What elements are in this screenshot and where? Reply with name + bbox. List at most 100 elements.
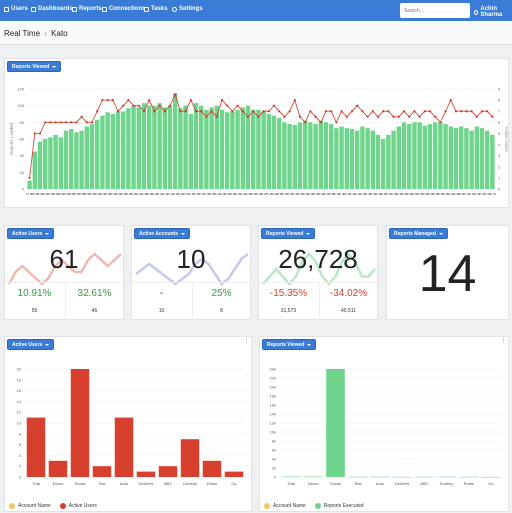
bar <box>126 108 131 189</box>
line-point <box>371 110 374 113</box>
bar <box>271 115 277 189</box>
x-tick-label: 16:22 <box>229 192 237 196</box>
x-tick-label: 16:15 <box>187 192 195 196</box>
y-tick-label: 2 <box>19 464 22 469</box>
line-point <box>189 99 192 102</box>
x-tick-label: Test <box>354 481 362 486</box>
x-tick-label: 16:04 <box>114 192 122 196</box>
nav-connections[interactable]: Connections <box>102 6 145 12</box>
kpi-value: 14 <box>418 245 477 303</box>
divider <box>319 282 320 321</box>
line-point <box>434 115 437 118</box>
user-menu[interactable]: Achin Sharma <box>474 6 512 18</box>
line-point <box>382 110 385 113</box>
x-tick-label: 16:55 <box>437 192 445 196</box>
line-point <box>116 110 120 113</box>
line-point <box>70 121 73 124</box>
divider <box>5 282 123 283</box>
x-tick-label: 15:55 <box>62 192 70 196</box>
kpi-dropdown-active-accounts[interactable]: Active Accounts <box>134 228 190 239</box>
y-tick-label-left: 80 <box>20 120 25 125</box>
bar <box>344 128 349 189</box>
bar <box>136 471 156 477</box>
bar <box>313 124 318 189</box>
bar <box>292 124 297 189</box>
x-tick-label: 16:59 <box>457 192 465 196</box>
y-tick-label: 0 <box>274 475 277 480</box>
nav-reports[interactable]: Reports <box>72 6 102 12</box>
reports-icon <box>72 6 77 12</box>
line-point <box>44 121 47 124</box>
bar <box>70 369 90 477</box>
bar <box>469 130 474 189</box>
kpi-left-count: 55 <box>31 308 38 314</box>
reports-viewed-chart: 120 100 80 60 40 20 0 9 8 7 6 5 4 3 2 1 0 Reports Loaded A… <box>9 87 509 197</box>
line-point <box>262 110 265 113</box>
line-point <box>85 121 88 124</box>
bar <box>162 107 167 189</box>
active-users-dropdown[interactable]: Active Users <box>7 339 55 350</box>
breadcrumb-root[interactable]: Real Time <box>4 29 41 38</box>
line-point <box>137 104 140 107</box>
panel-menu-icon[interactable]: ⋮ <box>500 338 507 345</box>
bar <box>74 132 79 189</box>
x-tick-label: 16:09 <box>151 192 159 196</box>
x-tick-label: 16:44 <box>364 192 372 196</box>
x-tick-label: 16:52 <box>416 192 424 196</box>
line-point <box>38 132 42 135</box>
bar <box>464 128 469 189</box>
y-tick-label-right: 3 <box>498 153 501 158</box>
kpi-value: 10 <box>176 244 206 274</box>
x-tick-label: 15:55 <box>57 192 65 196</box>
nav-dashboards[interactable]: Dashboards <box>31 6 73 12</box>
line-point <box>350 110 354 113</box>
panel-menu-icon[interactable]: ⋮ <box>243 338 250 345</box>
bar <box>131 105 136 189</box>
x-tick-label: 16:36 <box>317 192 325 196</box>
kpi-sparkline-active-accounts <box>135 253 249 286</box>
bar <box>180 439 200 477</box>
breadcrumb-bar: Real Time › Kato <box>0 21 512 45</box>
line-point <box>428 110 432 113</box>
bar <box>360 126 365 189</box>
bar <box>178 108 183 189</box>
x-tick-label: 16:38 <box>327 192 335 196</box>
bar <box>230 111 235 189</box>
bar <box>157 103 162 189</box>
nav-users[interactable]: Users <box>4 6 28 12</box>
line-point <box>454 110 458 113</box>
x-tick-label: 16:48 <box>390 192 398 196</box>
kpi-dropdown-active-users[interactable]: Active Users <box>7 228 55 239</box>
bar <box>392 476 412 478</box>
y-tick-label: 24k <box>270 367 276 372</box>
x-tick-label: 16:42 <box>353 192 361 196</box>
legend: Account Name Active Users <box>9 503 97 509</box>
bar <box>355 130 360 189</box>
search-input[interactable] <box>400 3 470 18</box>
x-tick-label: Roles <box>207 481 217 486</box>
line-point <box>480 110 484 113</box>
line-point <box>28 176 31 179</box>
kpi-dropdown-reports-managed[interactable]: Reports Managed <box>389 228 448 239</box>
nav-settings[interactable]: Settings <box>172 6 203 12</box>
chevron-down-icon <box>181 232 185 235</box>
chevron-down-icon <box>45 232 50 235</box>
x-tick-label: Trial <box>32 481 40 486</box>
reports-viewed-dropdown[interactable]: Reports Viewed <box>7 61 62 72</box>
kpi-sparkline-active-users <box>7 252 122 286</box>
x-tick-label: 16:29 <box>270 192 278 196</box>
x-tick-label: 16:20 <box>218 192 226 196</box>
y-tick-label: 8k <box>272 439 276 444</box>
line-point <box>345 115 348 118</box>
bar <box>121 111 126 189</box>
x-tick-label: Dummy <box>183 481 197 486</box>
bar <box>188 114 193 189</box>
sparkline <box>7 252 122 286</box>
reports-viewed-bottom-dropdown[interactable]: Reports Viewed <box>262 339 317 350</box>
nav-tasks[interactable]: Tasks <box>144 6 168 12</box>
y-tick-label-right: 9 <box>498 87 501 92</box>
sparkline <box>262 252 376 286</box>
kpi-dropdown-reports-viewed[interactable]: Reports Viewed <box>261 228 316 239</box>
y-tick-label: 12 <box>17 410 22 415</box>
legend-swatch <box>9 503 15 509</box>
